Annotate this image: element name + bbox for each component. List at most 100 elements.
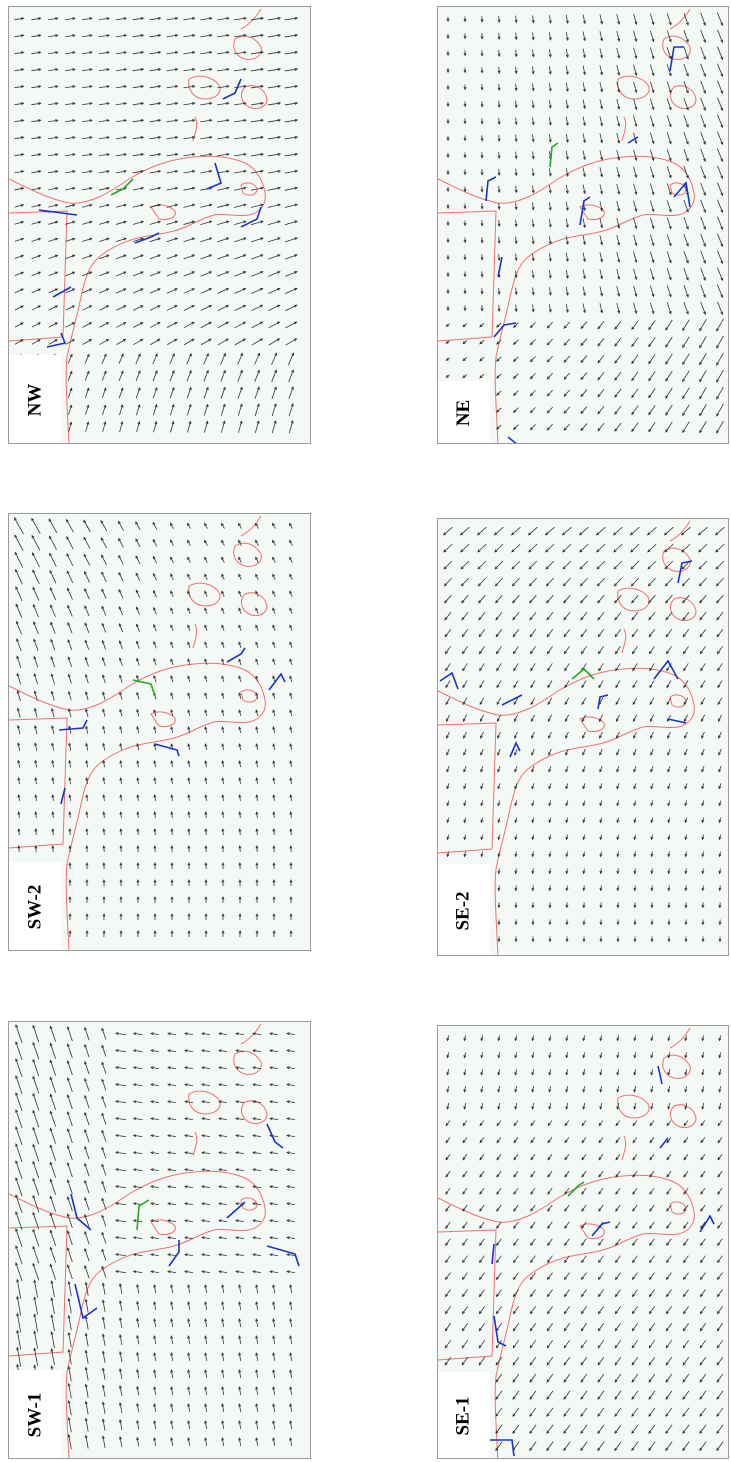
flow-arrow <box>717 97 724 112</box>
flow-arrow <box>115 1083 127 1087</box>
flow-arrow <box>150 1185 160 1189</box>
flow-arrow <box>31 322 41 328</box>
flow-arrow <box>582 1069 586 1076</box>
flow-arrow <box>272 811 276 819</box>
flow-arrow <box>632 1221 638 1229</box>
flow-arrow <box>531 287 535 296</box>
flow-arrow <box>529 629 537 638</box>
flow-arrow <box>597 372 605 381</box>
flow-arrow <box>84 1026 90 1041</box>
flow-arrow <box>166 237 179 243</box>
flow-arrow <box>582 1035 586 1042</box>
flow-arrow <box>14 102 25 106</box>
flow-arrow <box>494 543 504 553</box>
flow-arrow <box>631 1390 639 1400</box>
flow-arrow <box>119 1283 123 1295</box>
flow-arrow <box>221 913 225 921</box>
flow-arrow <box>115 1185 127 1189</box>
flow-arrow <box>701 766 705 773</box>
flow-arrow <box>289 845 293 853</box>
flow-arrow <box>132 136 145 140</box>
blue-structure <box>507 436 517 443</box>
flow-arrow <box>235 1134 245 1138</box>
blue-structure <box>266 1123 284 1149</box>
flow-arrow <box>98 153 110 157</box>
flow-arrow <box>648 1373 656 1383</box>
flow-arrow <box>251 304 264 312</box>
flow-arrow <box>667 748 671 756</box>
flow-arrow <box>700 1255 706 1264</box>
flow-arrow <box>289 1437 293 1447</box>
flow-arrow <box>32 1160 40 1179</box>
flow-arrow <box>268 304 281 312</box>
flow-arrow <box>32 586 40 601</box>
flow-arrow <box>221 658 225 665</box>
flow-arrow <box>152 555 158 564</box>
flow-arrow <box>529 1407 537 1417</box>
coastline-island3 <box>241 85 268 110</box>
flow-arrow <box>167 1083 177 1087</box>
flow-arrow <box>289 1301 293 1311</box>
panel-label-text: NE <box>453 399 474 427</box>
flow-arrow <box>531 270 535 279</box>
flow-arrow <box>529 1323 537 1332</box>
flow-arrow <box>153 1335 157 1345</box>
flow-arrow <box>682 1373 690 1383</box>
flow-arrow <box>648 1441 656 1452</box>
flow-arrow <box>115 1253 127 1257</box>
flow-arrow <box>67 673 72 684</box>
flow-arrow <box>136 742 140 751</box>
flow-arrow <box>17 776 21 785</box>
flow-arrow <box>187 760 191 768</box>
flow-arrow <box>444 594 452 604</box>
flow-arrow <box>546 1323 554 1332</box>
flow-arrow <box>682 404 690 417</box>
flow-arrow <box>649 47 655 60</box>
flow-arrow <box>187 420 192 433</box>
flow-arrow <box>547 1137 553 1144</box>
flow-arrow <box>34 845 38 853</box>
blue-structure <box>46 332 67 348</box>
flow-arrow <box>565 286 569 297</box>
coastline-island4 <box>621 1135 627 1161</box>
flow-arrow <box>717 1170 723 1178</box>
flow-arrow <box>718 817 722 824</box>
flow-arrow <box>67 353 73 364</box>
flow-arrow <box>446 203 450 210</box>
flow-arrow <box>462 1154 468 1161</box>
flow-arrow <box>252 1083 262 1087</box>
flow-arrow <box>614 354 622 364</box>
flow-arrow <box>136 725 140 734</box>
flow-arrow <box>250 118 264 123</box>
flow-arrow <box>284 135 299 140</box>
flow-arrow <box>132 271 144 277</box>
flow-arrow <box>446 305 450 312</box>
flow-arrow <box>238 539 242 546</box>
flow-arrow <box>115 1168 127 1172</box>
flow-arrow <box>66 1060 73 1076</box>
flow-arrow <box>101 554 107 566</box>
flow-arrow <box>115 1100 127 1104</box>
coastline-bay <box>438 155 695 443</box>
flow-arrow <box>649 268 655 281</box>
flow-arrow <box>118 537 124 548</box>
flow-arrow <box>170 590 174 598</box>
flow-arrow <box>479 322 485 328</box>
flow-arrow <box>681 577 690 587</box>
flow-arrow <box>548 32 552 41</box>
flow-arrow <box>136 896 140 904</box>
flow-arrow <box>255 726 259 734</box>
flow-arrow <box>85 913 89 921</box>
flow-arrow <box>666 98 672 111</box>
flow-arrow <box>512 424 519 430</box>
flow-arrow <box>183 135 196 140</box>
flow-arrow <box>268 321 281 329</box>
flow-arrow <box>68 742 72 751</box>
flow-arrow <box>446 817 450 824</box>
flow-arrow <box>101 1078 107 1091</box>
flow-arrow <box>716 629 724 638</box>
flow-arrow <box>582 167 586 178</box>
flow-arrow <box>531 202 535 211</box>
flow-arrow <box>616 217 621 229</box>
flow-arrow <box>565 817 569 824</box>
